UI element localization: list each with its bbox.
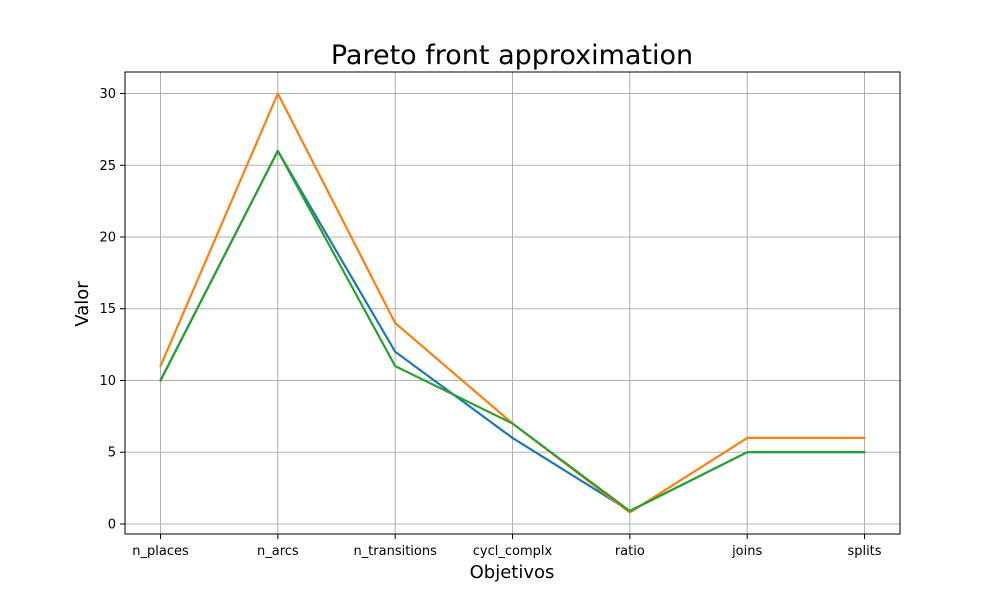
- series-line-3: [159, 149, 866, 513]
- x-tick-label: n_transitions: [353, 544, 437, 559]
- y-tick-label: 10: [99, 374, 116, 389]
- chart-title: Pareto front approximation: [331, 40, 693, 71]
- x-tick-label: cycl_complx: [473, 544, 553, 559]
- y-tick-label: 30: [99, 87, 116, 102]
- x-tick-label: n_places: [132, 544, 189, 559]
- x-tick-label: joins: [731, 544, 762, 559]
- y-axis-label: Valor: [72, 281, 93, 327]
- grid: [125, 72, 900, 534]
- y-tick-label: 20: [99, 231, 116, 246]
- x-axis-label: Objetivos: [470, 562, 555, 583]
- x-tick-label: n_arcs: [257, 544, 299, 559]
- y-tick-label: 15: [99, 302, 116, 317]
- y-tick-label: 5: [108, 446, 116, 461]
- x-tick-label: splits: [847, 544, 881, 559]
- series-group: [159, 92, 866, 514]
- x-tick-label: ratio: [615, 544, 645, 559]
- axis-ticks: n_places n_arcs n_transitions cycl_complx ra…: [99, 87, 881, 559]
- y-tick-label: 25: [99, 159, 116, 174]
- y-tick-label: 0: [108, 517, 116, 532]
